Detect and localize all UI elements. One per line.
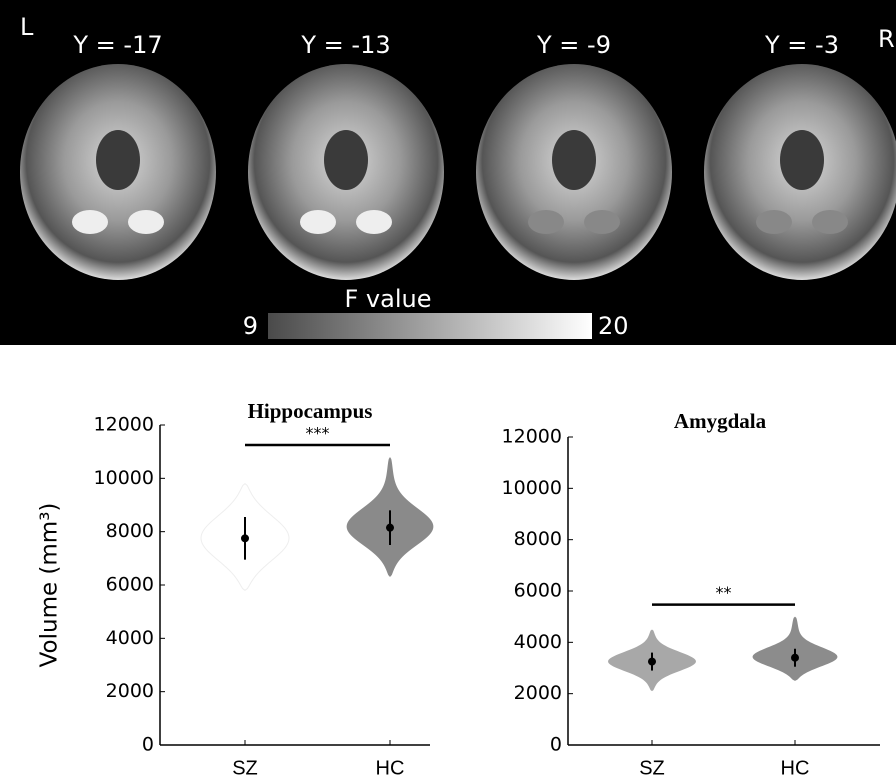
region [756,210,792,234]
x-tick-label: SZ [232,757,258,779]
slice-label: Y = -3 [764,31,839,59]
region [584,210,620,234]
y-tick-label: 4000 [514,631,562,653]
y-tick-label: 6000 [514,580,562,602]
mean-dot [648,658,656,666]
ventricle [552,130,596,190]
region [356,210,392,234]
colorbar [268,313,592,339]
y-tick-label: 12000 [94,414,154,436]
slice-label: Y = -17 [72,31,162,59]
figure: L R F value 9 20 Y = -17 Y = -13 Y = -9 Y =… [0,0,896,784]
significance-label: ** [716,583,732,602]
y-tick-label: 0 [142,734,154,756]
chart-title: Hippocampus [248,399,373,423]
y-tick-label: 2000 [106,680,154,702]
ventricle [324,130,368,190]
y-tick-label: 8000 [514,528,562,550]
right-label: R [878,25,895,53]
x-tick-label: SZ [639,757,665,779]
x-tick-label: HC [781,757,810,779]
y-tick-label: 10000 [502,477,562,499]
ventricle [780,130,824,190]
brain-panel: L R F value 9 20 Y = -17 Y = -13 Y = -9 Y =… [0,0,896,345]
slice-label: Y = -9 [536,31,611,59]
colorbar-min: 9 [243,312,258,340]
colorbar-label: F value [345,285,432,313]
slice-label: Y = -13 [300,31,390,59]
region [72,210,108,234]
ventricle [96,130,140,190]
y-tick-label: 12000 [502,426,562,448]
mean-dot [791,654,799,662]
x-tick-label: HC [376,757,405,779]
y-axis-label: Volume (mm³) [37,503,63,668]
significance-label: *** [306,424,330,443]
region [528,210,564,234]
y-tick-label: 4000 [106,627,154,649]
region [300,210,336,234]
region [812,210,848,234]
y-tick-label: 10000 [94,467,154,489]
mean-dot [241,534,249,542]
y-tick-label: 8000 [106,520,154,542]
mean-dot [386,524,394,532]
region [128,210,164,234]
y-tick-label: 0 [550,734,562,756]
left-label: L [20,13,34,41]
charts: Hippocampus Volume (mm³) 0 2000 4000 6000 8000… [37,399,881,779]
y-tick-label: 2000 [514,682,562,704]
colorbar-max: 20 [598,312,629,340]
chart-title: Amygdala [674,409,767,433]
y-tick-label: 6000 [106,574,154,596]
